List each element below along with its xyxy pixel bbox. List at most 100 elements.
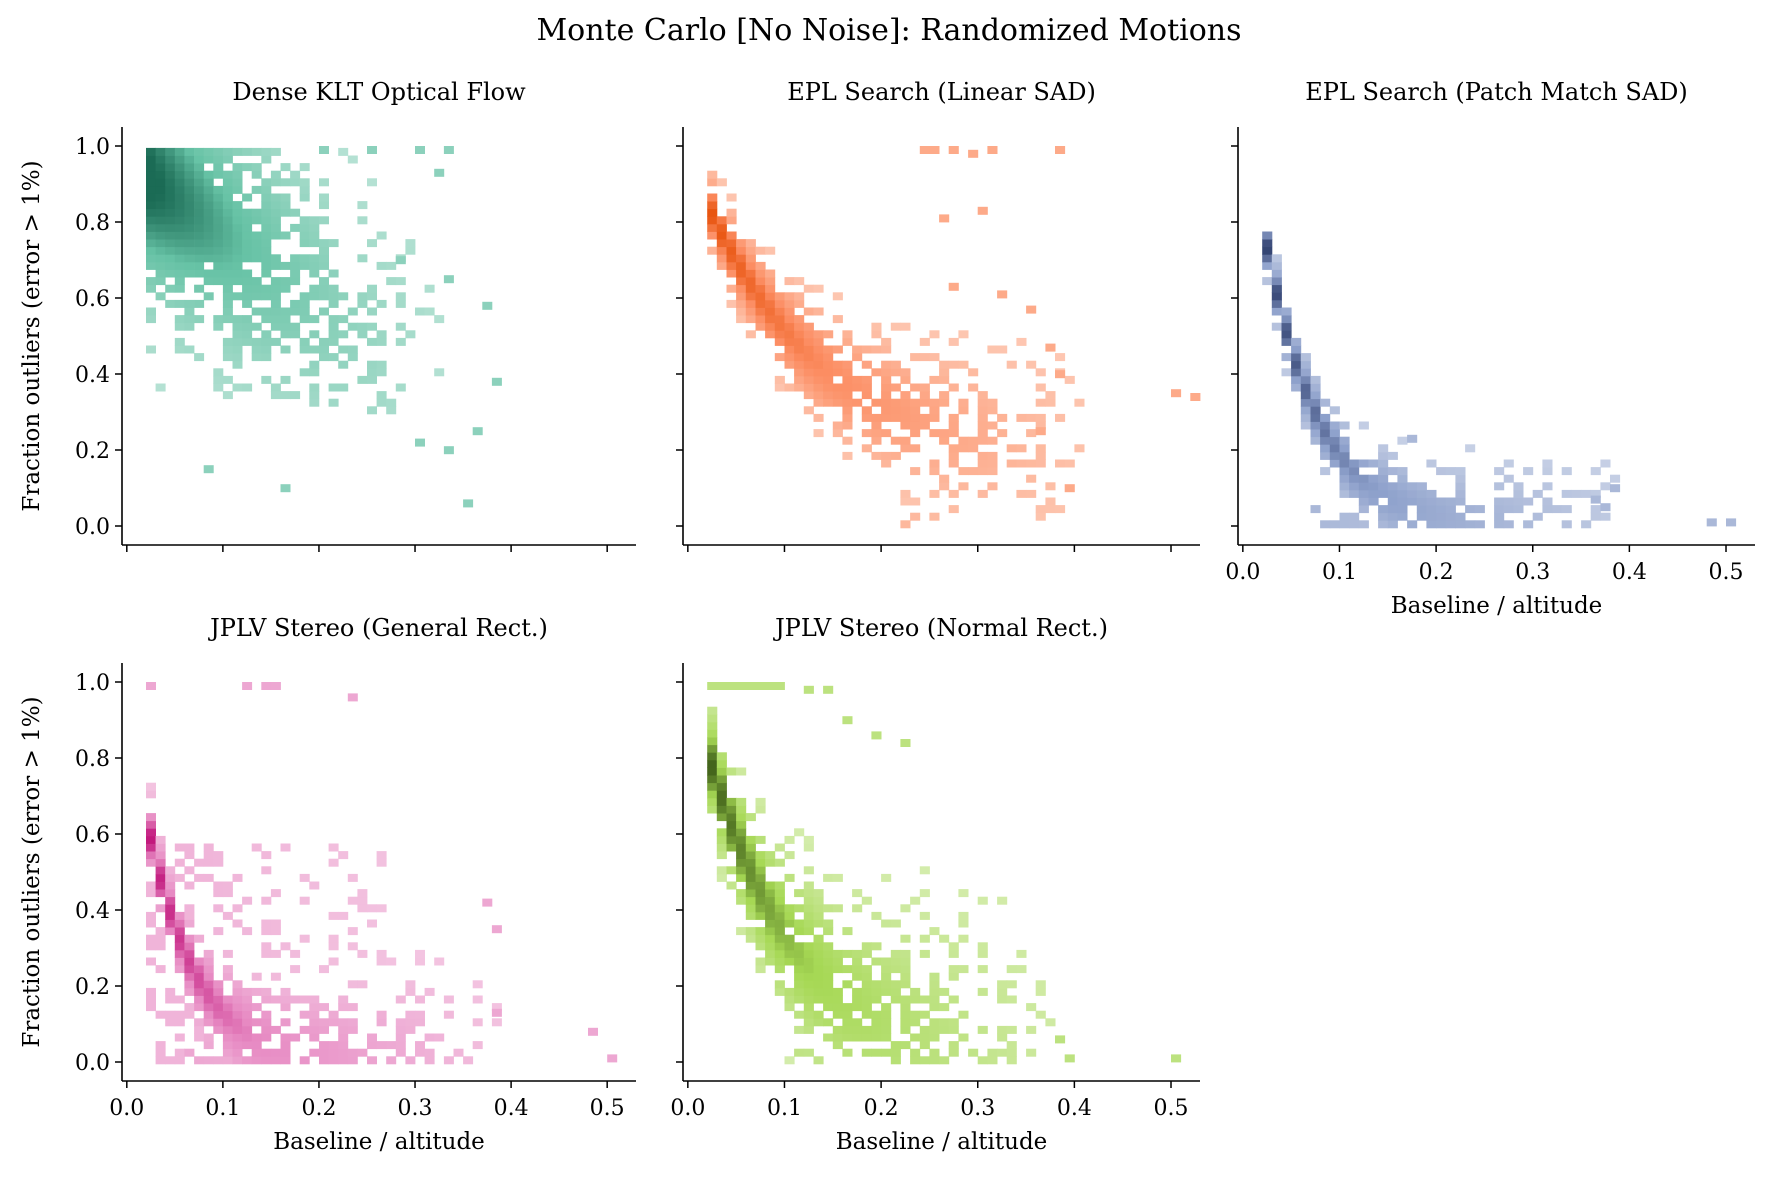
heatmap-cell <box>242 239 253 248</box>
heatmap-cell <box>881 919 892 928</box>
heatmap-cell <box>823 949 834 958</box>
heatmap-cell <box>774 843 785 852</box>
heatmap-cell <box>309 1033 320 1042</box>
heatmap-cell <box>929 1025 940 1034</box>
heatmap-cell <box>146 790 156 799</box>
heatmap-cell <box>174 261 185 270</box>
heatmap-cell <box>1006 965 1017 974</box>
heatmap-cell <box>261 682 272 690</box>
heatmap-cell <box>174 1033 185 1042</box>
heatmap-cell <box>1055 353 1066 362</box>
heatmap-cell <box>823 972 834 981</box>
heatmap-cell <box>910 421 921 430</box>
heatmap-cell <box>338 1048 349 1057</box>
heatmap-cell <box>386 261 397 270</box>
heatmap-cell <box>745 284 756 293</box>
heatmap-cell <box>319 353 329 362</box>
heatmap-cell <box>347 322 358 331</box>
x-axis-label: Baseline / altitude <box>836 1129 1048 1155</box>
heatmap-cell <box>261 995 272 1004</box>
heatmap-cell <box>395 256 406 265</box>
heatmap-cell <box>222 965 233 974</box>
x-tick-label: 0.1 <box>1322 560 1357 585</box>
x-axis-label: Baseline / altitude <box>273 1129 485 1155</box>
heatmap-cell <box>813 1010 824 1019</box>
heatmap-cell <box>184 261 195 270</box>
heatmap-cell <box>280 261 291 270</box>
heatmap-cell <box>755 261 766 270</box>
heatmap-cell <box>774 307 785 316</box>
heatmap-cell <box>232 216 243 225</box>
heatmap-cell <box>707 223 718 232</box>
heatmap-cell <box>328 858 339 867</box>
heatmap-cell <box>174 858 185 867</box>
heatmap-cell <box>716 843 727 852</box>
heatmap-cell <box>1329 421 1340 430</box>
heatmap-cell <box>376 299 387 308</box>
heatmap-cell <box>745 330 756 339</box>
heatmap-cell <box>736 813 747 822</box>
heatmap-cell <box>823 1018 834 1027</box>
heatmap-cell <box>900 436 911 445</box>
heatmap-cell <box>155 193 166 202</box>
heatmap-cell <box>1310 398 1321 407</box>
heatmap-cell <box>472 427 483 436</box>
heatmap-cell <box>784 851 795 860</box>
heatmap-cell <box>395 1041 406 1050</box>
heatmap-cell <box>736 682 747 690</box>
heatmap-cell <box>184 170 195 179</box>
heatmap-cell <box>184 299 195 308</box>
heatmap-cell <box>194 239 205 248</box>
heatmap-cell <box>155 208 166 217</box>
heatmap-cell <box>813 1056 824 1065</box>
heatmap-cell <box>1349 482 1360 491</box>
heatmap-cell <box>328 1010 339 1019</box>
heatmap-cell <box>939 1018 950 1027</box>
heatmap-cell <box>813 429 824 438</box>
heatmap-cell <box>861 391 872 400</box>
heatmap-cell <box>1378 451 1389 460</box>
heatmap-cell <box>1465 444 1476 453</box>
heatmap-cell <box>290 269 301 278</box>
heatmap-cell <box>736 858 747 867</box>
heatmap-cell <box>415 146 425 154</box>
heatmap-cell <box>1358 520 1369 529</box>
heatmap-cell <box>707 797 718 806</box>
heatmap-cell <box>1339 512 1350 521</box>
heatmap-cell <box>1561 489 1572 498</box>
heatmap-cell <box>242 383 253 392</box>
heatmap-cell <box>194 1056 205 1065</box>
heatmap-cell <box>165 284 176 293</box>
heatmap-cell <box>299 873 310 882</box>
heatmap-cell <box>997 987 1008 996</box>
heatmap-cell <box>222 246 233 255</box>
heatmap-cell <box>309 239 320 248</box>
heatmap-cell <box>242 216 253 225</box>
heatmap-cell <box>270 391 281 400</box>
y-tick-label: 0.2 <box>75 975 110 1000</box>
heatmap-cell <box>929 413 940 422</box>
heatmap-cell <box>242 322 253 331</box>
heatmap-cell <box>424 1033 435 1042</box>
heatmap-cell <box>174 911 185 920</box>
y-axis-label: Fraction outliers (error > 1%) <box>19 160 45 511</box>
heatmap-cell <box>765 889 776 898</box>
heatmap-cell <box>290 178 301 187</box>
heatmap-cell <box>270 299 281 308</box>
heatmap-cell <box>861 444 872 453</box>
heatmap-cell <box>232 383 243 392</box>
panel-4: 0.00.20.40.60.81.00.0 0.1 0.2 0.3 0.4 0.5JPLV… <box>19 614 636 1155</box>
heatmap-cell <box>395 383 406 392</box>
heatmap-cell <box>1171 1054 1182 1063</box>
heatmap-cell <box>203 987 214 996</box>
heatmap-cell <box>232 1003 243 1012</box>
heatmap-cell <box>736 269 747 278</box>
heatmap-cell <box>919 995 930 1004</box>
x-tick-label: 0.2 <box>1419 560 1454 585</box>
heatmap-cell <box>184 307 195 316</box>
heatmap-cell <box>1387 512 1398 521</box>
heatmap-cell <box>1542 505 1553 514</box>
heatmap-cell <box>270 949 281 958</box>
heatmap-cell <box>910 444 921 453</box>
heatmap-cell <box>842 1010 853 1019</box>
